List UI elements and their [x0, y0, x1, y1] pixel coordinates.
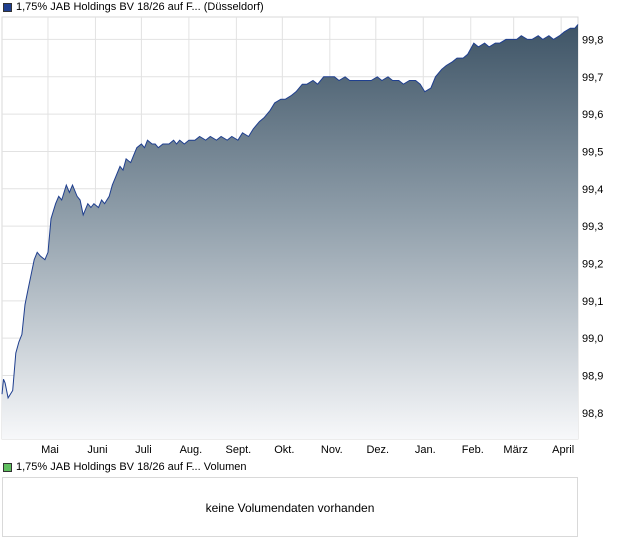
y-tick-label: 99,8: [582, 34, 603, 46]
volume-legend-swatch: [3, 462, 12, 472]
y-tick-label: 99,4: [582, 184, 603, 196]
x-tick-label: Okt.: [274, 444, 294, 456]
volume-empty-message: keine Volumendaten vorhanden: [205, 501, 375, 515]
volume-chart: keine Volumendaten vorhanden: [2, 477, 578, 537]
price-legend-label: 1,75% JAB Holdings BV 18/26 auf F... (Dü…: [16, 1, 264, 13]
y-axis: 99,8 99,7 99,6 99,5 99,4 99,3 99,2 99,1 99,0 98,9…: [582, 34, 603, 419]
y-tick-label: 99,6: [582, 109, 603, 121]
y-tick-label: 99,0: [582, 333, 603, 345]
x-tick-label: Dez.: [366, 444, 389, 456]
x-tick-label: Mai: [41, 444, 59, 456]
y-tick-label: 98,9: [582, 371, 603, 383]
x-tick-label: März: [503, 444, 527, 456]
x-tick-label: Nov.: [321, 444, 343, 456]
price-area: [1, 24, 579, 439]
x-axis: Mai Juni Juli Aug. Sept. Okt. Nov. Dez. Jan. Feb.…: [41, 444, 574, 456]
y-tick-label: 99,7: [582, 72, 603, 84]
price-legend-swatch: [3, 2, 12, 12]
x-tick-label: Aug.: [180, 444, 203, 456]
x-tick-label: Jan.: [415, 444, 436, 456]
y-tick-label: 99,1: [582, 296, 603, 308]
price-area-fill: [2, 24, 578, 439]
price-legend: 1,75% JAB Holdings BV 18/26 auf F... (Dü…: [3, 1, 264, 13]
y-tick-label: 99,3: [582, 221, 603, 233]
y-tick-label: 98,8: [582, 408, 603, 420]
x-tick-label: April: [552, 444, 574, 456]
x-tick-label: Feb.: [462, 444, 484, 456]
price-series-line: [1, 24, 579, 400]
y-tick-label: 99,2: [582, 258, 603, 270]
price-chart: 99,8 99,7 99,6 99,5 99,4 99,3 99,2 99,1 99,0 98,9…: [1, 16, 603, 456]
x-tick-label: Juni: [87, 444, 107, 456]
volume-legend-label: 1,75% JAB Holdings BV 18/26 auf F... Vol…: [16, 461, 247, 473]
y-tick-label: 99,5: [582, 146, 603, 158]
x-tick-label: Sept.: [226, 444, 252, 456]
x-tick-label: Juli: [135, 444, 152, 456]
volume-legend: 1,75% JAB Holdings BV 18/26 auf F... Vol…: [3, 461, 247, 473]
